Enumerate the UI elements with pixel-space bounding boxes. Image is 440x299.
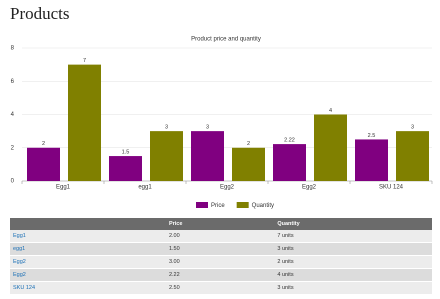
value-label: 2.5 [368,133,376,139]
cell: 3 units [274,281,432,295]
cell: egg1 [10,242,166,256]
cell: SKU 124 [10,281,166,295]
column-header: Price [165,218,275,230]
value-label: 7 [83,58,86,64]
value-label: 3 [411,125,414,131]
y-tick-label: 6 [11,79,15,85]
x-tick-label: Egg2 [302,185,317,191]
product-link[interactable]: SKU 124 [13,285,36,291]
legend-label: Quantity [252,203,274,209]
table-row: Egg2 2.22 4 units [10,268,432,282]
value-label: 2.22 [284,138,295,144]
y-tick-label: 0 [11,179,15,185]
bar [355,139,388,181]
x-tick-label: SKU 124 [379,185,404,191]
cell: Egg1 [10,230,166,243]
cell: Egg2 [10,255,166,269]
legend-swatch [236,202,249,208]
column-header [10,218,166,230]
table-row: egg1 1.50 3 units [10,242,432,256]
cell: 2.00 [165,230,275,243]
product-link[interactable]: egg1 [13,246,26,252]
value-label: 1.5 [122,150,130,156]
cell: 2.22 [165,268,275,282]
product-link[interactable]: Egg2 [13,259,26,265]
cell: 2 units [274,255,432,269]
product-table: Price Quantity Egg1 2.00 7 units egg1 1.50 3 u… [10,218,432,295]
value-label: 2 [42,141,45,147]
bar [27,147,60,181]
value-label: 4 [329,108,332,114]
bar [396,131,429,181]
x-tick-label: egg1 [138,185,152,191]
chart-title: Product price and quantity [191,37,261,43]
legend-swatch [196,202,208,208]
cell: 3.00 [165,255,275,269]
x-tick-label: Egg1 [56,185,71,191]
cell: 7 units [274,230,432,243]
y-tick-label: 2 [11,145,15,151]
bar [273,144,306,181]
product-link[interactable]: Egg2 [13,272,26,278]
page-title: Products [10,4,70,23]
table-row: Egg2 3.00 2 units [10,255,432,269]
bar [150,131,183,181]
chart: Product price and quantity 0 2 4 6 8 Egg1 2 7 eg… [11,37,433,209]
x-tick-label: Egg2 [220,185,235,191]
value-label: 2 [247,141,250,147]
bar [191,131,224,181]
y-tick-label: 8 [11,46,15,52]
table-row: SKU 124 2.50 3 units [10,281,432,295]
cell: 3 units [274,242,432,256]
cell: 1.50 [165,242,275,256]
cell: 2.50 [165,281,275,295]
cell: 4 units [274,268,432,282]
bar [109,156,142,181]
value-label: 3 [165,125,168,131]
bar [68,64,101,181]
y-tick-label: 4 [11,112,15,118]
bar [232,147,265,181]
cell: Egg2 [10,268,166,282]
product-link[interactable]: Egg1 [13,233,26,239]
legend-label: Price [211,203,225,209]
value-label: 3 [206,125,209,131]
column-header: Quantity [274,218,432,230]
bar [314,114,347,181]
table-row: Egg1 2.00 7 units [10,230,432,243]
